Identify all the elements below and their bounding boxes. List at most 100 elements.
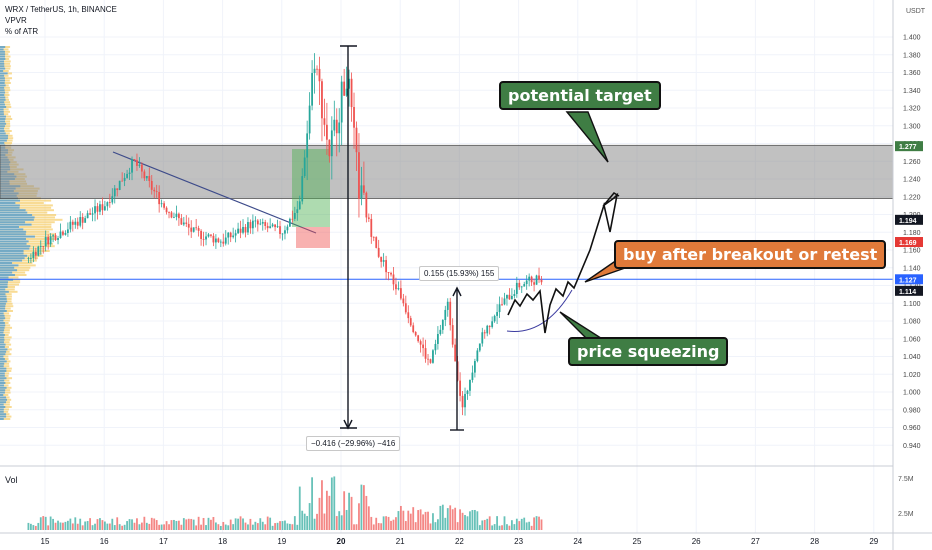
volume-bar (173, 519, 175, 530)
volume-bar (116, 517, 119, 530)
candle-body (313, 68, 316, 74)
candle-body (200, 230, 202, 239)
candle-body (266, 225, 269, 229)
candle-body (385, 260, 387, 273)
forecast-path (507, 191, 620, 334)
volume-bar (338, 511, 341, 530)
candle-body (298, 201, 301, 210)
y-tick-label: 1.020 (903, 372, 921, 379)
volume-bar (180, 524, 183, 530)
candle-body (261, 222, 264, 224)
volume-bar (284, 520, 286, 530)
candle-body (343, 81, 346, 96)
candle-body (370, 218, 373, 237)
volume-bar (436, 519, 439, 530)
candle-body (143, 171, 146, 179)
candle-body (476, 350, 479, 362)
volume-bar (266, 516, 269, 530)
candle-body (71, 221, 74, 225)
candle-body (454, 344, 457, 362)
candle-body (390, 272, 392, 275)
candle-body (328, 139, 331, 157)
candle-body (407, 312, 410, 319)
candle-body (79, 217, 82, 226)
candle-body (155, 191, 158, 193)
candle-body (439, 329, 442, 335)
price-tag-label: 1.169 (899, 240, 917, 247)
volume-bar (64, 521, 67, 530)
candle-body (535, 275, 538, 285)
buy-callout: buy after breakout or retest (614, 240, 887, 269)
candle-body (481, 332, 484, 344)
volume-bar (404, 521, 407, 530)
volume-bar (264, 524, 267, 530)
volume-bar (291, 524, 294, 530)
volume-bar (281, 521, 284, 530)
volume-bar (355, 524, 358, 530)
candle-body (39, 246, 42, 247)
candle-body (486, 325, 489, 334)
candle-body (150, 180, 153, 190)
volume-bar (362, 485, 365, 530)
price-tag-label: 1.114 (899, 289, 916, 296)
volume-bar (417, 510, 420, 530)
volume-bar (528, 521, 531, 530)
candle-body (323, 118, 326, 125)
x-tick-label: 19 (277, 537, 286, 546)
candle-body (293, 212, 296, 219)
symbol-title[interactable]: WRX / TetherUS, 1h, BINANCE (5, 5, 117, 14)
candle-body (81, 217, 84, 223)
candle-body (513, 294, 516, 296)
volume-bar (370, 516, 373, 530)
indicator-atr[interactable]: % of ATR (5, 27, 39, 36)
candle-body (165, 207, 168, 213)
volume-bar (145, 522, 148, 530)
volume-bar (498, 525, 501, 530)
volume-bar (308, 503, 311, 530)
candle-body (451, 325, 454, 345)
volume-bar (57, 520, 59, 530)
candle-body (123, 177, 126, 181)
candle-body (355, 127, 358, 153)
volume-bar (296, 524, 299, 530)
candle-body (182, 222, 185, 225)
volume-label[interactable]: Vol (5, 475, 18, 485)
candles (27, 53, 543, 416)
volume-bar (96, 519, 99, 530)
candle-body (525, 280, 528, 285)
volume-bar (239, 516, 242, 530)
y-tick-label: 1.040 (903, 354, 921, 361)
volume-bar (271, 525, 274, 530)
volume-bar (459, 509, 461, 530)
volume-bar (222, 521, 225, 530)
y-tick-label: 0.980 (903, 407, 921, 414)
candle-body (427, 358, 429, 360)
volume-bar (523, 517, 526, 530)
candle-body (392, 274, 395, 285)
volume-bar (385, 516, 387, 530)
volume-bar (503, 516, 506, 530)
volume-bar (175, 520, 178, 530)
candle-body (52, 235, 54, 237)
indicator-vpvr[interactable]: VPVR (5, 16, 27, 25)
candle-body (469, 379, 471, 391)
volume-bar (392, 519, 395, 530)
price-tag (895, 214, 923, 225)
volume-bar (518, 521, 521, 530)
squeeze-callout: price squeezing (568, 337, 729, 366)
volume-bar (486, 518, 489, 530)
long-position-stop (296, 227, 330, 248)
x-tick-label: 23 (514, 537, 523, 546)
volume-bar (451, 509, 454, 530)
candle-body (251, 220, 254, 229)
candle-body (59, 231, 62, 239)
volume-bar (293, 516, 296, 530)
volume-bar (274, 523, 276, 530)
y-tick-label: 1.220 (903, 194, 921, 201)
volume-bar (481, 520, 484, 530)
volume-bar (84, 521, 87, 530)
candle-body (62, 231, 64, 235)
candle-body (27, 258, 30, 259)
x-tick-label: 26 (692, 537, 701, 546)
candle-body (187, 223, 190, 228)
